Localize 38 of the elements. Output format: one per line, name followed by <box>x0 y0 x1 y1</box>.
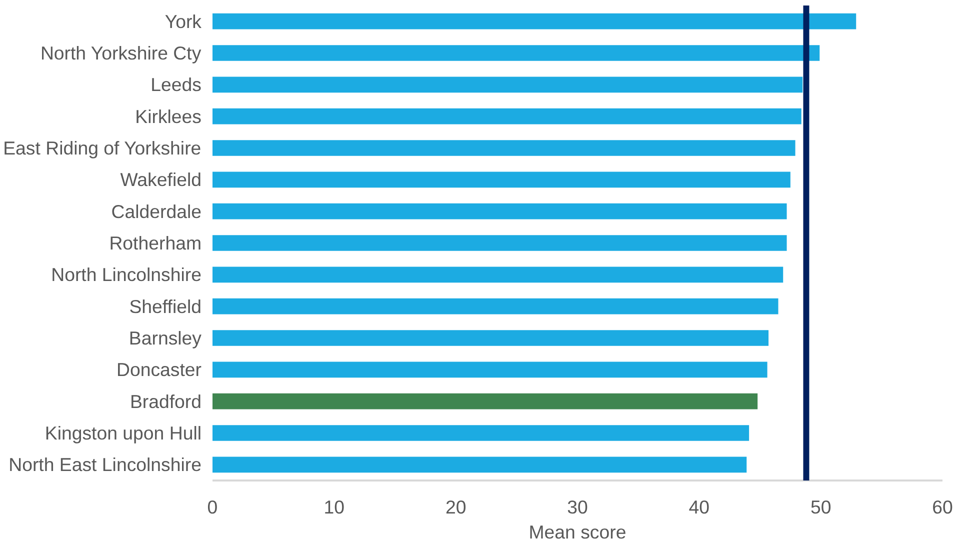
bar <box>212 362 768 378</box>
bar <box>212 298 778 314</box>
y-tick-label: Rotherham <box>109 232 202 254</box>
x-axis-title: Mean score <box>528 522 626 542</box>
bar <box>212 266 784 283</box>
bar <box>212 172 790 188</box>
y-tick-label: Bradford <box>130 390 202 412</box>
x-tick-label: 60 <box>932 496 953 518</box>
y-tick-label: Doncaster <box>116 359 202 380</box>
y-tick-label: York <box>164 10 202 32</box>
x-tick-label: 10 <box>324 496 345 518</box>
bar <box>212 203 787 220</box>
bar <box>212 108 802 124</box>
y-tick-label: North Lincolnshire <box>51 264 202 286</box>
y-tick-label: Barnsley <box>128 328 202 348</box>
bar <box>212 13 856 30</box>
x-tick-label: 20 <box>445 496 466 518</box>
y-tick-label: North Yorkshire Cty <box>40 42 202 64</box>
bar <box>212 393 758 410</box>
bar <box>212 330 769 346</box>
y-tick-label: Wakefield <box>120 169 202 190</box>
y-tick-label: Kingston upon Hull <box>44 422 202 444</box>
bar <box>212 456 747 473</box>
x-tick-label: 0 <box>207 496 218 518</box>
x-tick-label: 30 <box>567 496 588 518</box>
y-tick-label: North East Lincolnshire <box>8 454 202 476</box>
y-tick-label: Sheffield <box>129 296 202 317</box>
y-tick-label: Leeds <box>150 74 202 96</box>
bar <box>212 235 787 251</box>
y-tick-label: Kirklees <box>135 106 202 127</box>
bar <box>212 76 803 93</box>
y-tick-label: Calderdale <box>111 200 202 222</box>
bar <box>212 45 820 61</box>
y-tick-label: East Riding of Yorkshire <box>3 138 202 158</box>
bar <box>212 140 796 156</box>
x-tick-label: 50 <box>810 496 832 518</box>
bar <box>212 425 750 441</box>
x-tick-label: 40 <box>688 496 710 518</box>
